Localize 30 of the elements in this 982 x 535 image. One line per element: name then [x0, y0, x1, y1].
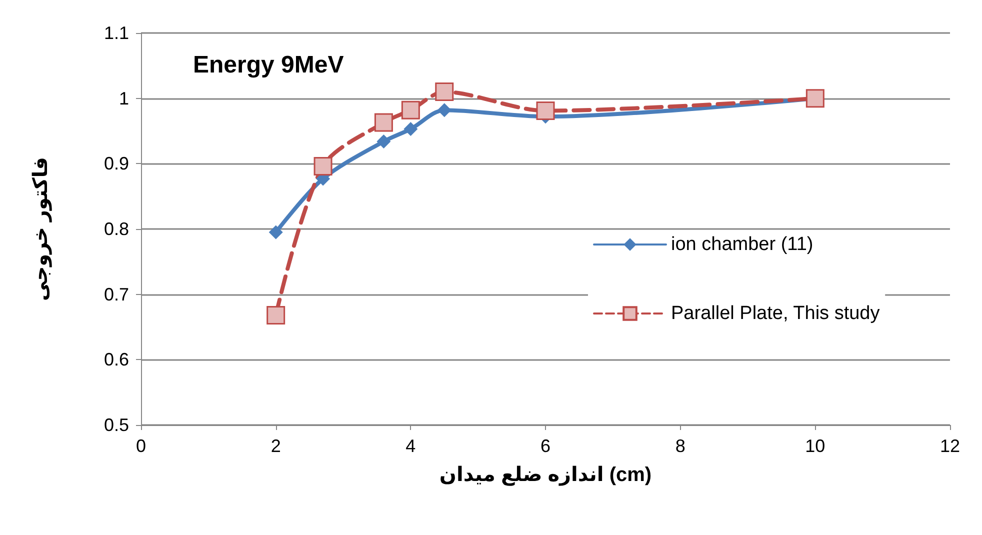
y-tick-label: 0.7	[104, 284, 129, 304]
point	[404, 122, 418, 136]
text: Energy 9MeV	[193, 52, 344, 78]
legend-label: ion chamber (11)	[671, 234, 814, 255]
y-tick-label: 1	[118, 88, 129, 108]
point	[314, 157, 332, 176]
point	[376, 134, 391, 148]
x-tick-label: 12	[940, 436, 960, 456]
y-tick-label: 0.5	[104, 415, 129, 435]
legend-label: Parallel Plate, This study	[671, 303, 880, 324]
y-tick-label: 0.6	[104, 350, 129, 370]
x-tick-label: 10	[805, 436, 826, 456]
x-tick-label: 8	[675, 436, 686, 456]
x-tick-label: 4	[406, 436, 416, 456]
y-tick-label: 0.9	[104, 154, 129, 174]
point	[806, 89, 824, 108]
point	[437, 103, 452, 118]
point	[374, 113, 393, 132]
x-tick-label: 6	[540, 436, 551, 456]
point	[435, 82, 454, 102]
point	[266, 306, 286, 324]
point	[401, 100, 420, 120]
x-tick-label: 2	[270, 436, 281, 456]
y-tick-label: 0.8	[104, 219, 129, 239]
y-tick-label: 1.1	[104, 23, 129, 43]
x-tick-label: 0	[136, 436, 146, 456]
point	[268, 225, 283, 240]
x-axis-title: اندازه ضلع میدان (cm)	[439, 464, 652, 486]
point	[536, 101, 555, 120]
y-axis-title: فاکتور خروجی	[30, 157, 52, 301]
